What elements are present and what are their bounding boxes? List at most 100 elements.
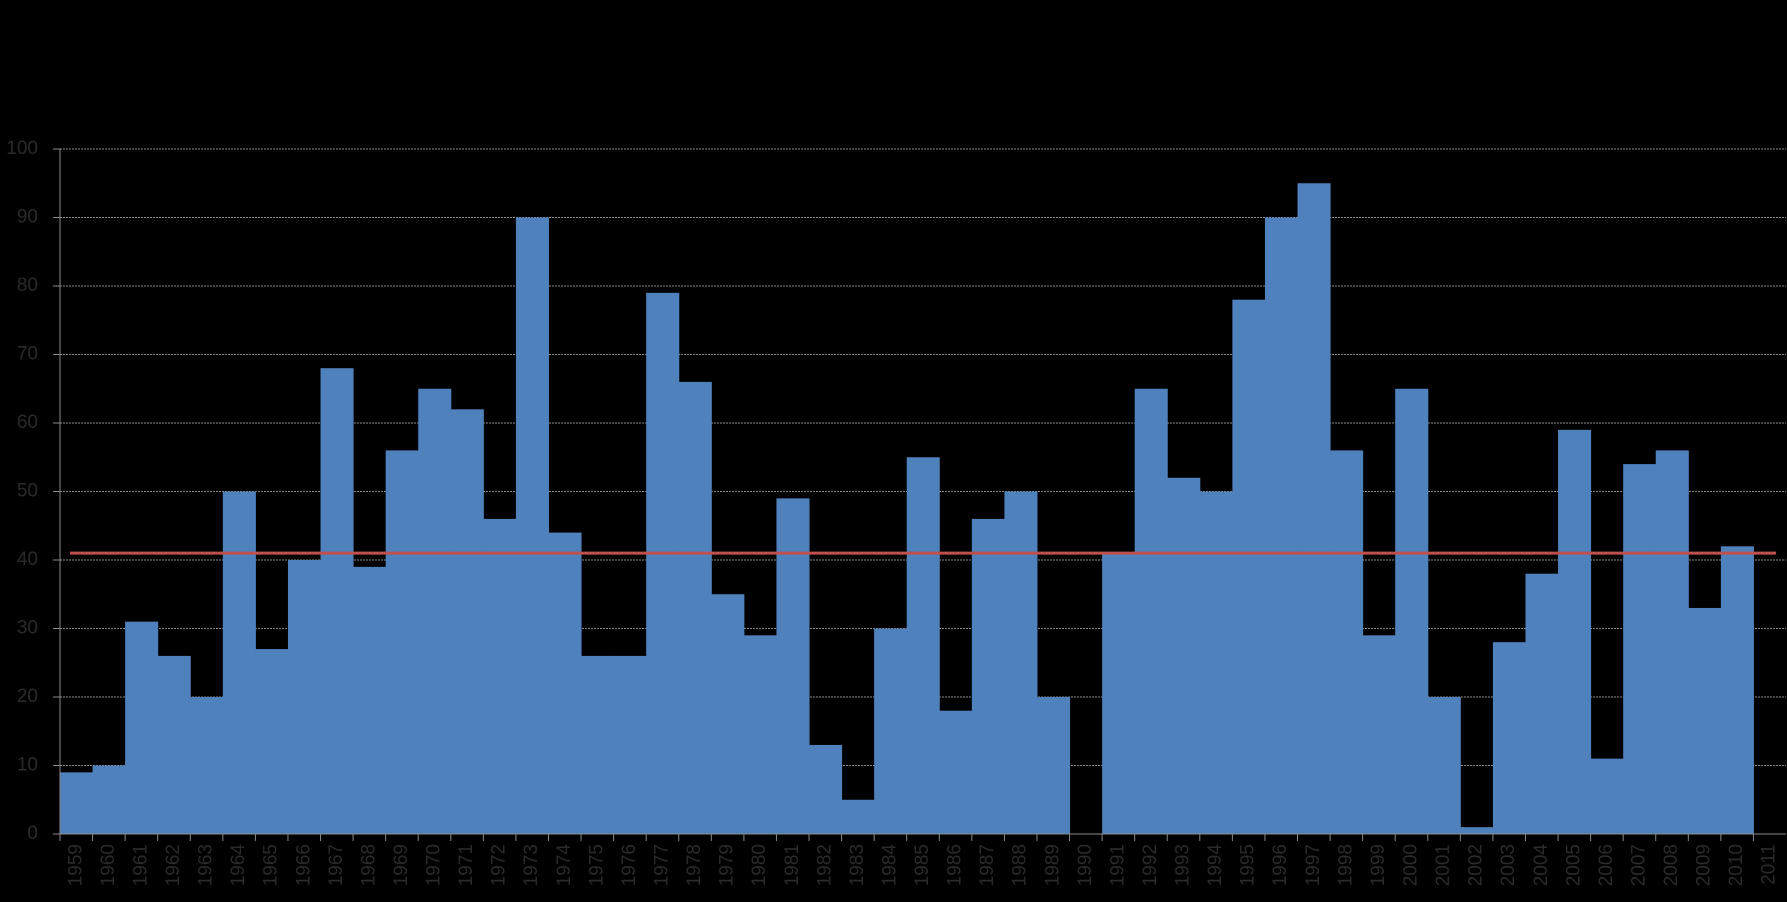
x-tick-label: 1964 (228, 844, 249, 887)
x-tick-label: 1986 (945, 844, 966, 886)
x-tick-label: 2011 (1759, 844, 1780, 885)
x-tick-label: 2003 (1498, 844, 1519, 886)
bar (1362, 635, 1396, 834)
bar (92, 765, 126, 834)
bar (385, 450, 419, 834)
bar (125, 621, 159, 834)
bar (1688, 607, 1722, 834)
x-tick-label: 2009 (1694, 844, 1715, 886)
x-tick-label: 2005 (1563, 844, 1584, 886)
y-tick-label: 30 (17, 618, 38, 639)
bar (222, 491, 256, 834)
x-tick-label: 1970 (424, 844, 445, 886)
x-tick-label: 1989 (1042, 844, 1063, 886)
x-tick-label: 1973 (521, 844, 542, 886)
x-tick-label: 1968 (358, 844, 379, 886)
x-tick-label: 1962 (163, 844, 184, 886)
bar (1492, 642, 1526, 834)
bar (1623, 464, 1657, 834)
x-tick-label: 2001 (1433, 844, 1454, 886)
bar (60, 772, 94, 834)
x-tick-label: 1972 (489, 844, 510, 886)
bar (1460, 827, 1494, 834)
bar (906, 457, 940, 834)
bar (1134, 388, 1168, 834)
bar (1264, 217, 1299, 834)
y-tick-label: 60 (17, 412, 38, 433)
bar (613, 655, 647, 834)
x-tick-label: 2008 (1661, 844, 1682, 886)
x-tick-label: 1960 (98, 844, 119, 886)
x-tick-label: 1988 (1010, 844, 1031, 886)
x-tick-label: 1974 (554, 844, 575, 887)
x-tick-label: 1993 (1173, 844, 1194, 886)
x-tick-label: 1961 (130, 844, 151, 886)
x-tick-label: 2007 (1628, 844, 1649, 886)
bar (190, 697, 224, 834)
bar (1525, 573, 1559, 834)
x-tick-label: 1991 (1107, 844, 1128, 886)
y-tick-label: 90 (17, 207, 38, 228)
x-tick-label: 1987 (977, 844, 998, 886)
bar (287, 560, 322, 834)
x-tick-label: 1981 (782, 844, 803, 886)
bar (515, 217, 549, 834)
x-tick-label: 1980 (749, 844, 770, 886)
bar (418, 388, 452, 834)
bar (157, 655, 191, 834)
y-tick-label: 0 (27, 823, 38, 844)
x-tick-label: 1985 (912, 844, 933, 886)
bar (483, 518, 517, 834)
x-tick-label: 1963 (196, 844, 217, 886)
bar (548, 532, 582, 834)
bar (450, 409, 484, 834)
bar (1427, 697, 1461, 834)
bar (711, 594, 745, 834)
x-tick-label: 1982 (814, 844, 835, 886)
y-tick-label: 10 (17, 755, 38, 776)
y-tick-label: 70 (17, 344, 38, 365)
bar (1558, 429, 1592, 834)
bar (1232, 299, 1266, 834)
bar (1297, 183, 1331, 834)
x-tick-label: 2000 (1401, 844, 1422, 886)
x-tick-label: 1992 (1140, 844, 1161, 886)
bar (320, 368, 354, 834)
x-tick-label: 2006 (1596, 844, 1617, 886)
x-tick-label: 1969 (391, 844, 412, 886)
bar (809, 744, 843, 834)
x-tick-label: 2010 (1726, 844, 1747, 886)
y-tick-label: 20 (17, 686, 38, 707)
x-tick-label: 1967 (326, 844, 347, 886)
y-tick-label: 100 (6, 138, 38, 159)
bar (581, 655, 615, 834)
bar (1199, 491, 1233, 834)
x-tick-label: 1994 (1205, 844, 1226, 887)
x-tick-label: 1995 (1238, 844, 1259, 886)
x-tick-label: 2004 (1531, 844, 1552, 887)
x-tick-label: 1976 (619, 844, 640, 886)
x-tick-label: 1998 (1335, 844, 1356, 886)
x-tick-label: 1979 (717, 844, 738, 886)
x-tick-label: 1997 (1303, 844, 1324, 886)
bar (841, 799, 875, 834)
x-tick-label: 1996 (1270, 844, 1291, 886)
bar (1720, 546, 1754, 834)
x-tick-label: 1971 (456, 844, 477, 886)
bar (1102, 553, 1136, 834)
y-tick-label: 50 (17, 481, 38, 502)
bar (874, 628, 908, 834)
x-tick-label: 1984 (879, 844, 900, 887)
bar (776, 498, 810, 834)
x-tick-label: 1999 (1368, 844, 1389, 886)
bar (971, 518, 1005, 834)
x-tick-label: 1959 (65, 844, 86, 886)
x-tick-label: 2002 (1466, 844, 1487, 886)
bar (1395, 388, 1429, 834)
bar (1004, 491, 1038, 834)
bar (743, 635, 777, 834)
y-tick-label: 80 (17, 275, 38, 296)
y-tick-label: 40 (17, 549, 38, 570)
x-tick-label: 1966 (293, 844, 314, 886)
